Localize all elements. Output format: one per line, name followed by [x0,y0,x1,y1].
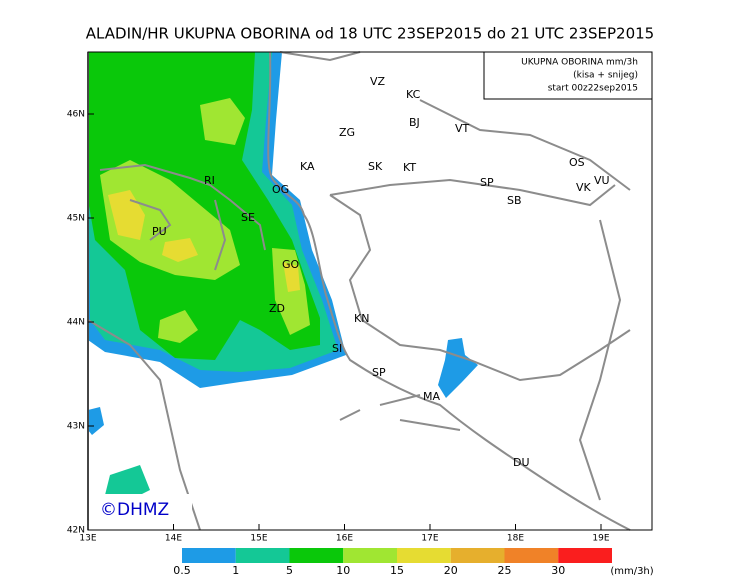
copyright-box [92,494,192,526]
lat-label: 43N [67,422,85,432]
colorbar-label: 0.5 [173,564,191,577]
info-line: UKUPNA OBORINA mm/3h [521,58,638,68]
colorbar-swatch [558,548,612,563]
cities: VZ KC BJ VT ZG KA SK KT OS VK VU SP SB R… [152,75,610,469]
city: RI [204,174,215,187]
info-line: (kisa + snijeg) [573,71,638,81]
map-border [87,51,653,531]
colorbar-label: 25 [498,564,512,577]
lat-label: 44N [67,318,85,328]
city: SB [507,194,522,207]
title: ALADIN/HR UKUPNA OBORINA od 18 UTC 23SEP… [86,25,654,43]
city: KC [406,88,421,101]
city: SP [480,176,494,189]
colorbar-swatch [450,548,505,563]
city: ZG [339,126,355,139]
colorbar-label: 10 [336,564,350,577]
colorbar-swatch [504,548,559,563]
lon-label: 15E [250,534,267,544]
lon-label: 19E [592,534,609,544]
city: SE [241,211,255,224]
info-line: start 00z22sep2015 [548,84,638,94]
city: VK [576,181,592,194]
lon-label: 14E [165,534,182,544]
lon-label: 16E [336,534,353,544]
colorbar-swatch [235,548,290,563]
colorbar-label: 15 [390,564,404,577]
lon-label: 17E [421,534,438,544]
colorbar: 0.5 1 5 10 15 20 25 30 (mm/3h) [173,548,654,577]
city: MA [423,390,440,403]
city: OG [272,183,289,196]
city: PU [152,225,167,238]
city: VT [455,122,470,135]
lat-label: 45N [67,214,85,224]
city: BJ [409,116,420,129]
colorbar-swatch [343,548,397,563]
city: GO [282,258,300,271]
city: KA [300,160,315,173]
precipitation [88,52,478,500]
lat-label: 42N [67,526,85,536]
lon-label: 13E [79,534,96,544]
colorbar-label: 5 [286,564,293,577]
city: KT [403,161,416,174]
colorbar-swatch [182,548,236,563]
city: DU [513,456,530,469]
colorbar-swatch [289,548,344,563]
city: SP [372,366,386,379]
colorbar-label: 20 [444,564,458,577]
colorbar-swatch [397,548,451,563]
lat-label: 46N [67,110,85,120]
city: VU [594,174,610,187]
city: VZ [370,75,386,88]
city: SI [332,342,342,355]
city: OS [569,156,585,169]
info-box [483,51,653,100]
copyright: ©DHMZ [100,500,169,520]
colorbar-unit: (mm/3h) [610,566,653,577]
city: ZD [269,302,285,315]
city: SK [368,160,383,173]
colorbar-label: 30 [551,564,565,577]
city: KN [354,312,369,325]
lon-label: 18E [507,534,524,544]
colorbar-label: 1 [232,564,239,577]
